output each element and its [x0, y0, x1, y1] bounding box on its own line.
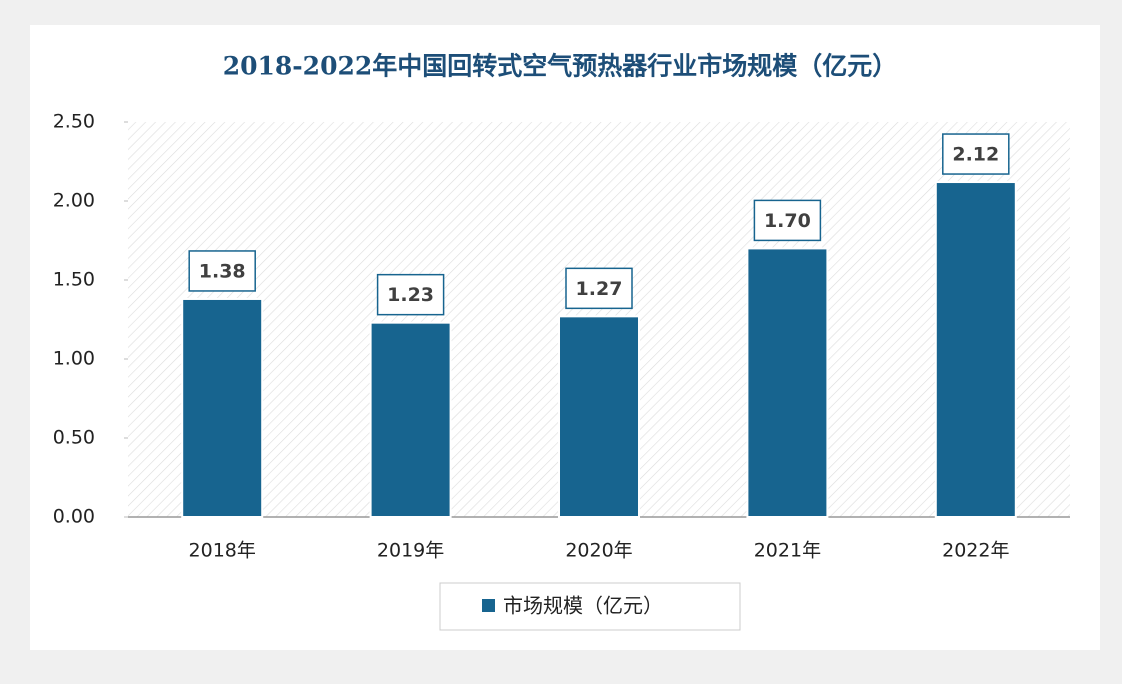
data-label-box	[565, 267, 633, 310]
data-label-box	[376, 273, 445, 316]
chart-title: 2018-2022年中国回转式空气预热器行业市场规模（亿元）	[223, 52, 898, 81]
x-tick-label: 2021年	[754, 540, 821, 562]
data-label: 1.38	[199, 260, 246, 282]
x-tick-label: 2022年	[942, 540, 1009, 562]
y-tick-label: 1.00	[53, 348, 95, 370]
legend-swatch	[482, 599, 495, 612]
y-tick-label: 2.50	[53, 111, 95, 133]
y-tick-label: 0.50	[53, 427, 95, 449]
bar	[934, 181, 1017, 518]
data-label: 1.27	[576, 278, 623, 300]
data-label: 2.12	[952, 144, 999, 166]
y-tick-label: 0.00	[53, 506, 95, 528]
legend-label: 市场规模（亿元）	[503, 594, 663, 618]
bar	[558, 315, 640, 518]
data-label: 1.23	[387, 284, 434, 306]
data-label-box	[188, 250, 256, 292]
x-tick-label: 2020年	[565, 540, 632, 562]
x-tick-label: 2018年	[189, 540, 256, 562]
bar	[369, 321, 452, 518]
bar	[746, 247, 829, 518]
bar	[181, 297, 264, 518]
data-label-box	[753, 199, 822, 242]
y-tick-label: 1.50	[53, 269, 95, 291]
y-tick-label: 2.00	[53, 190, 95, 212]
data-label: 1.70	[764, 210, 811, 232]
data-label-box	[942, 133, 1010, 175]
legend-box	[439, 582, 741, 631]
x-tick-label: 2019年	[377, 540, 444, 562]
